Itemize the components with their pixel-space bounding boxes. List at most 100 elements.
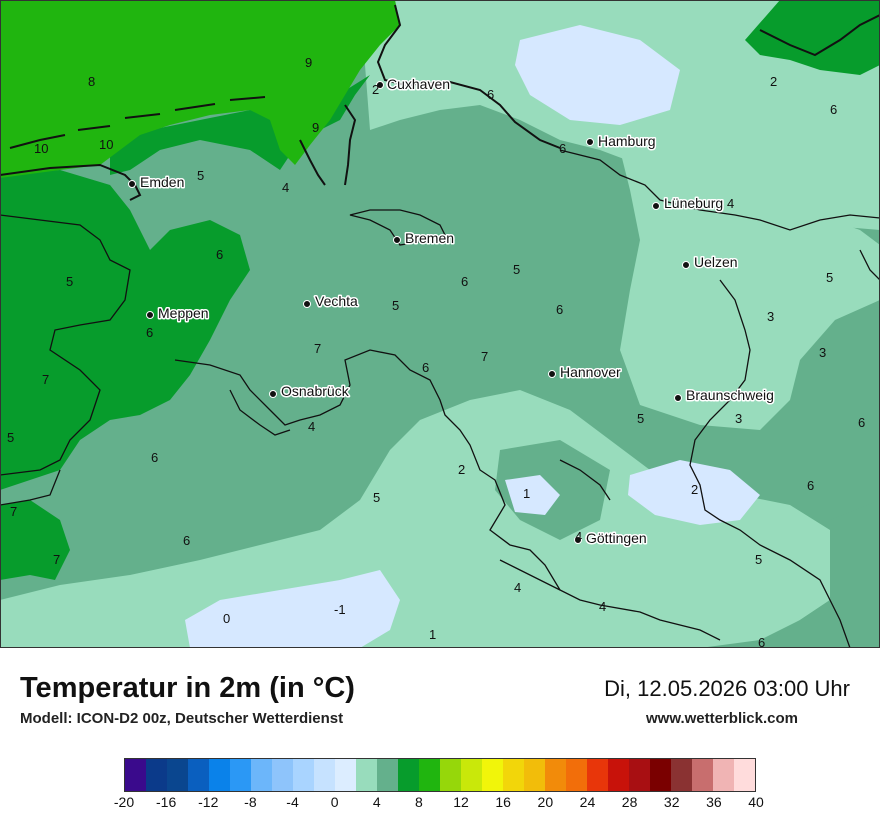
city-label: Vechta: [315, 293, 358, 309]
state-borders: [0, 149, 880, 648]
temperature-value: 5: [373, 490, 380, 505]
temperature-value: 5: [826, 270, 833, 285]
forecast-datetime: Di, 12.05.2026 03:00 Uhr: [604, 676, 850, 701]
city-dot: [682, 261, 690, 269]
region-5-6c-east-edge: [800, 300, 880, 510]
city-meppen[interactable]: Meppen: [146, 304, 210, 323]
city-vechta[interactable]: Vechta: [303, 292, 360, 311]
temperature-value: 10: [34, 141, 48, 156]
legend-color-cell: [587, 759, 608, 791]
city-label: Osnabrück: [281, 383, 350, 399]
city-label: Braunschweig: [686, 387, 774, 403]
legend-color-cell: [692, 759, 713, 791]
legend-tick-label: 8: [415, 794, 423, 810]
city-markers: Cuxhaven Hamburg Emden Lüneburg Bremen U…: [128, 75, 775, 548]
legend-color-cell: [146, 759, 167, 791]
region-3-4c-south: [0, 390, 830, 648]
city-braunschweig[interactable]: Braunschweig: [674, 386, 775, 405]
city-dot: [674, 394, 682, 402]
temperature-value: 9: [305, 55, 312, 70]
temperature-value: 2: [770, 74, 777, 89]
temperature-value: 5: [637, 411, 644, 426]
legend-color-cell: [125, 759, 146, 791]
temperature-value: 0: [223, 611, 230, 626]
temperature-value: 7: [481, 349, 488, 364]
color-scale-ticks: -20 -16 -12 -8 -4 0 4 8 12 16 20 24 28 32 36 40: [114, 794, 764, 814]
city-label: Bremen: [405, 230, 454, 246]
legend-color-cell: [419, 759, 440, 791]
region-5-6c-southeast: [760, 500, 880, 648]
city-cuxhaven[interactable]: Cuxhaven: [376, 75, 452, 94]
city-label: Hamburg: [598, 133, 656, 149]
legend-color-cell: [440, 759, 461, 791]
city-dot: [376, 81, 384, 89]
city-uelzen[interactable]: Uelzen: [682, 253, 739, 272]
city-hannover[interactable]: Hannover: [548, 363, 623, 382]
temperature-map: Cuxhaven Hamburg Emden Lüneburg Bremen U…: [0, 0, 880, 648]
city-luneburg[interactable]: Lüneburg: [652, 194, 725, 213]
coastline: [0, 4, 880, 201]
legend-tick-label: -12: [198, 794, 219, 810]
legend-color-cell: [545, 759, 566, 791]
city-label: Cuxhaven: [387, 76, 450, 92]
temperature-value: 6: [146, 325, 153, 340]
footer: Temperatur in 2m (in °C) Modell: ICON-D2…: [0, 648, 880, 830]
legend-color-cell: [356, 759, 377, 791]
temperature-value: 3: [735, 411, 742, 426]
region-0-2c-mid: [505, 475, 560, 515]
temperature-value: 1: [523, 486, 530, 501]
temperature-value: 5: [755, 552, 762, 567]
legend-color-cell: [608, 759, 629, 791]
legend-color-cell: [671, 759, 692, 791]
city-dot: [146, 311, 154, 319]
temperature-value: 6: [807, 478, 814, 493]
temperature-value: 5: [392, 298, 399, 313]
temperature-value: 6: [830, 102, 837, 117]
website-link[interactable]: www.wetterblick.com: [646, 710, 798, 727]
city-gottingen[interactable]: Göttingen: [574, 529, 648, 548]
legend-tick-label: 28: [621, 794, 638, 810]
temperature-value: 5: [197, 168, 204, 183]
temperature-value: 6: [556, 302, 563, 317]
city-dot: [574, 536, 582, 544]
temperature-value: 6: [216, 247, 223, 262]
city-label: Göttingen: [586, 530, 647, 546]
legend-color-cell: [230, 759, 251, 791]
temperature-value: 7: [42, 372, 49, 387]
legend-tick-label: -4: [286, 794, 299, 810]
city-label: Emden: [140, 174, 184, 190]
city-dot: [128, 180, 136, 188]
legend-tick-label: 12: [453, 794, 469, 810]
legend-color-cell: [629, 759, 650, 791]
region-6-7c-west: [0, 170, 250, 490]
temperature-value: 8: [88, 74, 95, 89]
city-emden[interactable]: Emden: [128, 173, 186, 192]
legend-tick-label: -20: [113, 794, 135, 810]
temperature-value: -1: [334, 602, 346, 617]
legend-color-cell: [188, 759, 209, 791]
city-dot: [652, 202, 660, 210]
temperature-value: 6: [461, 274, 468, 289]
legend-color-cell: [566, 759, 587, 791]
legend-color-cell: [398, 759, 419, 791]
model-info: Modell: ICON-D2 00z, Deutscher Wetterdie…: [20, 710, 344, 727]
temperature-value: 6: [758, 635, 765, 648]
city-bremen[interactable]: Bremen: [393, 229, 456, 248]
temperature-value: 4: [727, 196, 734, 211]
legend-tick-label: 24: [579, 794, 596, 810]
temperature-value: 4: [514, 580, 521, 595]
temperature-value: 6: [183, 533, 190, 548]
temperature-value: 7: [314, 341, 321, 356]
city-label: Hannover: [560, 364, 621, 380]
color-scale-legend: [124, 758, 756, 792]
temperature-value: 1: [429, 627, 436, 642]
region-0-2c-east: [628, 460, 760, 525]
temperature-value: 4: [308, 419, 315, 434]
legend-tick-label: 32: [663, 794, 680, 810]
legend-color-cell: [461, 759, 482, 791]
legend-tick-label: 4: [372, 794, 381, 810]
city-dot: [393, 236, 401, 244]
city-osnabruck[interactable]: Osnabrück: [269, 382, 351, 401]
city-hamburg[interactable]: Hamburg: [586, 132, 657, 151]
page-title: Temperatur in 2m (in °C): [20, 672, 355, 704]
